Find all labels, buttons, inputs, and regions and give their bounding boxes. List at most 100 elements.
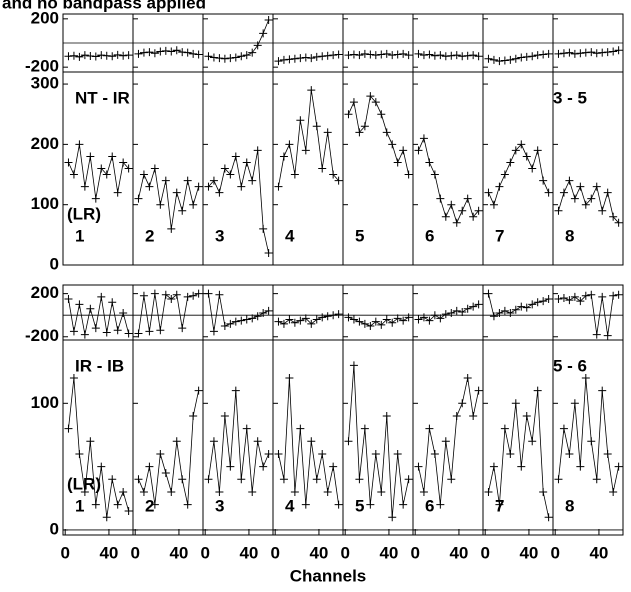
- data-point: [441, 310, 450, 319]
- data-point: [559, 293, 568, 302]
- data-point: [511, 305, 520, 314]
- data-point: [119, 309, 128, 318]
- data-point: [587, 437, 596, 446]
- data-point: [495, 57, 504, 66]
- data-point: [393, 50, 402, 59]
- x-tick-label: 40: [169, 543, 188, 562]
- data-point: [393, 158, 402, 167]
- series-line: [418, 137, 479, 224]
- data-point: [172, 188, 181, 197]
- data-point: [469, 411, 478, 420]
- data-point: [489, 312, 498, 321]
- data-point: [349, 50, 358, 59]
- panel-label: 5: [355, 496, 364, 515]
- data-point: [113, 188, 122, 197]
- data-point: [603, 188, 612, 197]
- data-point: [194, 50, 203, 59]
- data-point: [242, 315, 251, 324]
- data-point: [307, 86, 316, 95]
- data-point: [329, 311, 338, 320]
- data-point: [323, 312, 332, 321]
- data-point: [139, 291, 148, 300]
- data-point: [231, 386, 240, 395]
- data-point: [290, 487, 299, 496]
- data-point: [145, 462, 154, 471]
- data-point: [484, 289, 493, 298]
- data-point: [399, 49, 408, 58]
- data-point: [242, 51, 251, 60]
- x-tick-label: 0: [550, 543, 559, 562]
- data-point: [178, 48, 187, 57]
- data-point: [334, 310, 343, 319]
- data-point: [522, 52, 531, 61]
- data-point: [474, 206, 483, 215]
- data-point: [581, 373, 590, 382]
- series-line: [68, 377, 129, 518]
- data-point: [581, 291, 590, 300]
- data-point: [242, 158, 251, 167]
- data-point: [430, 311, 439, 320]
- data-point: [344, 110, 353, 119]
- data-point: [614, 46, 623, 55]
- data-point: [399, 316, 408, 325]
- data-point: [388, 318, 397, 327]
- data-point: [161, 290, 170, 299]
- data-point: [511, 54, 520, 63]
- data-point: [414, 462, 423, 471]
- data-point: [436, 500, 445, 509]
- data-point: [134, 49, 143, 58]
- x-tick-label: 40: [239, 543, 258, 562]
- data-point: [334, 50, 343, 59]
- data-point: [215, 54, 224, 63]
- data-point: [533, 146, 542, 155]
- data-point: [134, 329, 143, 338]
- data-point: [209, 327, 218, 336]
- data-point: [598, 206, 607, 215]
- series-line: [138, 168, 199, 229]
- data-point: [609, 487, 618, 496]
- data-point: [259, 224, 268, 233]
- data-point: [145, 182, 154, 191]
- data-point: [113, 50, 122, 59]
- data-point: [75, 52, 84, 61]
- data-point: [204, 289, 213, 298]
- data-point: [463, 304, 472, 313]
- series-line: [68, 144, 129, 199]
- data-point: [134, 194, 143, 203]
- series-line: [558, 179, 619, 224]
- data-point: [539, 50, 548, 59]
- data-point: [344, 437, 353, 446]
- data-point: [419, 51, 428, 60]
- data-point: [425, 316, 434, 325]
- data-point: [419, 487, 428, 496]
- data-point: [522, 152, 531, 161]
- data-point: [80, 330, 89, 339]
- data-point: [414, 315, 423, 324]
- data-point: [204, 475, 213, 484]
- data-point: [447, 51, 456, 60]
- data-point: [559, 49, 568, 58]
- data-point: [506, 55, 515, 64]
- series-line: [208, 293, 269, 332]
- data-point: [495, 309, 504, 318]
- data-point: [226, 319, 235, 328]
- panel-label: 1: [75, 226, 84, 245]
- data-point: [614, 462, 623, 471]
- data-point: [506, 158, 515, 167]
- data-point: [139, 48, 148, 57]
- x-tick-label: 40: [449, 543, 468, 562]
- data-point: [500, 170, 509, 179]
- data-point: [495, 500, 504, 509]
- data-point: [253, 437, 262, 446]
- data-point: [570, 292, 579, 301]
- data-point: [522, 303, 531, 312]
- data-point: [264, 16, 273, 25]
- data-point: [382, 411, 391, 420]
- data-point: [296, 116, 305, 125]
- data-point: [264, 306, 273, 315]
- x-tick-label: 40: [589, 543, 608, 562]
- series-line: [348, 365, 409, 518]
- data-point: [533, 386, 542, 395]
- data-point: [307, 437, 316, 446]
